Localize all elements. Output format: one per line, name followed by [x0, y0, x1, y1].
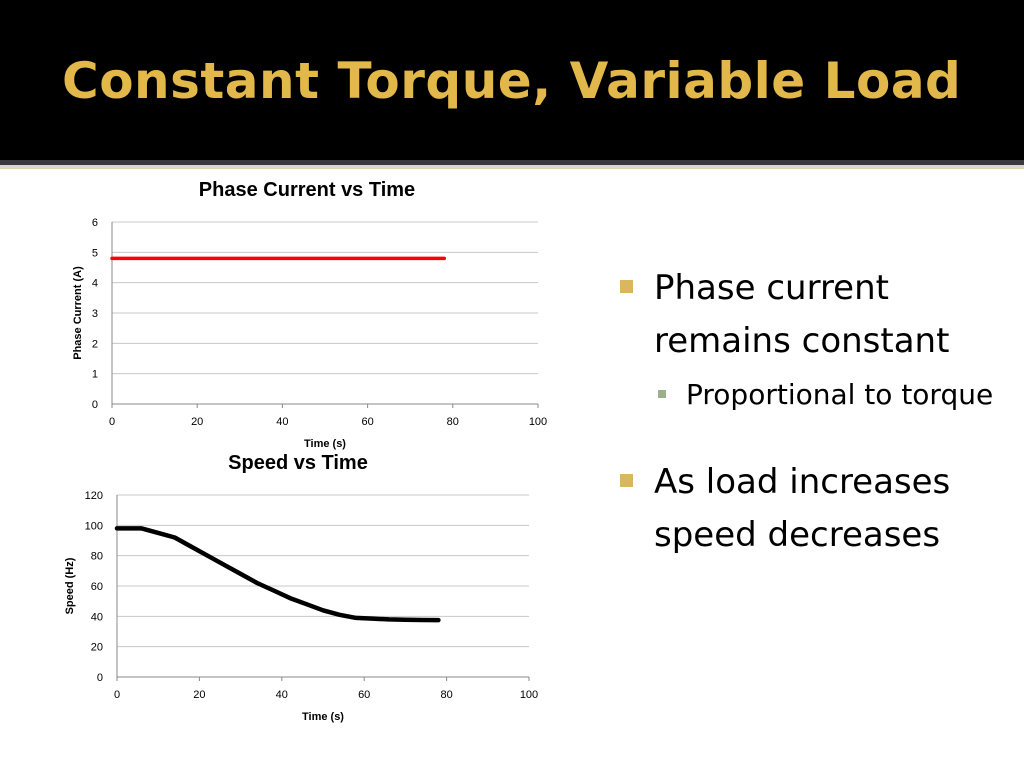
x-tick-label: 20 [191, 416, 203, 428]
y-tick-label: 2 [92, 338, 98, 350]
y-axis-label: Phase Current (A) [72, 266, 84, 360]
y-tick-label: 100 [85, 520, 103, 532]
y-tick-label: 40 [91, 611, 103, 623]
bullet-marker-icon [620, 280, 633, 293]
title-bar: Constant Torque, Variable Load [0, 0, 1024, 160]
x-tick-label: 40 [276, 689, 288, 701]
y-tick-label: 20 [91, 642, 103, 654]
x-tick-label: 60 [358, 689, 370, 701]
x-tick-label: 60 [361, 416, 373, 428]
bullet-list: Phase current remains constant Proportio… [620, 262, 1020, 562]
y-axis-label: Speed (Hz) [64, 557, 76, 614]
y-tick-label: 120 [85, 490, 103, 502]
chart-title: Speed vs Time [228, 452, 368, 474]
sub-bullet-text: Proportional to torque [686, 378, 994, 411]
x-tick-label: 40 [276, 416, 288, 428]
x-tick-label: 100 [520, 689, 538, 701]
x-tick-label: 20 [193, 689, 205, 701]
bullet-text: Phase current remains constant [654, 268, 950, 361]
y-tick-label: 3 [92, 308, 98, 320]
y-tick-label: 6 [92, 217, 98, 229]
chart-title: Phase Current vs Time [199, 179, 415, 201]
header-divider-accent [0, 168, 1024, 169]
y-tick-label: 5 [92, 247, 98, 259]
x-axis-label: Time (s) [302, 711, 344, 723]
bullet-item: Phase current remains constant [620, 262, 1020, 368]
x-axis-label: Time (s) [304, 438, 346, 450]
y-tick-label: 80 [91, 551, 103, 563]
bullet-text: As load increases speed decreases [654, 462, 951, 555]
header-divider-light [0, 165, 1024, 168]
y-tick-label: 60 [91, 581, 103, 593]
x-tick-label: 0 [114, 689, 120, 701]
sub-bullet-marker-icon [658, 390, 666, 398]
sub-bullet-item: Proportional to torque [654, 372, 1020, 418]
y-tick-label: 4 [92, 278, 98, 290]
slide-title: Constant Torque, Variable Load [62, 52, 962, 110]
series-line [114, 526, 441, 623]
y-tick-label: 0 [92, 399, 98, 411]
x-tick-label: 100 [529, 416, 547, 428]
bullet-item: As load increases speed decreases [620, 456, 1020, 562]
y-tick-label: 0 [97, 672, 103, 684]
x-tick-label: 0 [109, 416, 115, 428]
x-tick-label: 80 [440, 689, 452, 701]
header-divider [0, 160, 1024, 165]
y-tick-label: 1 [92, 369, 98, 381]
bullet-marker-icon [620, 474, 633, 487]
x-tick-label: 80 [447, 416, 459, 428]
